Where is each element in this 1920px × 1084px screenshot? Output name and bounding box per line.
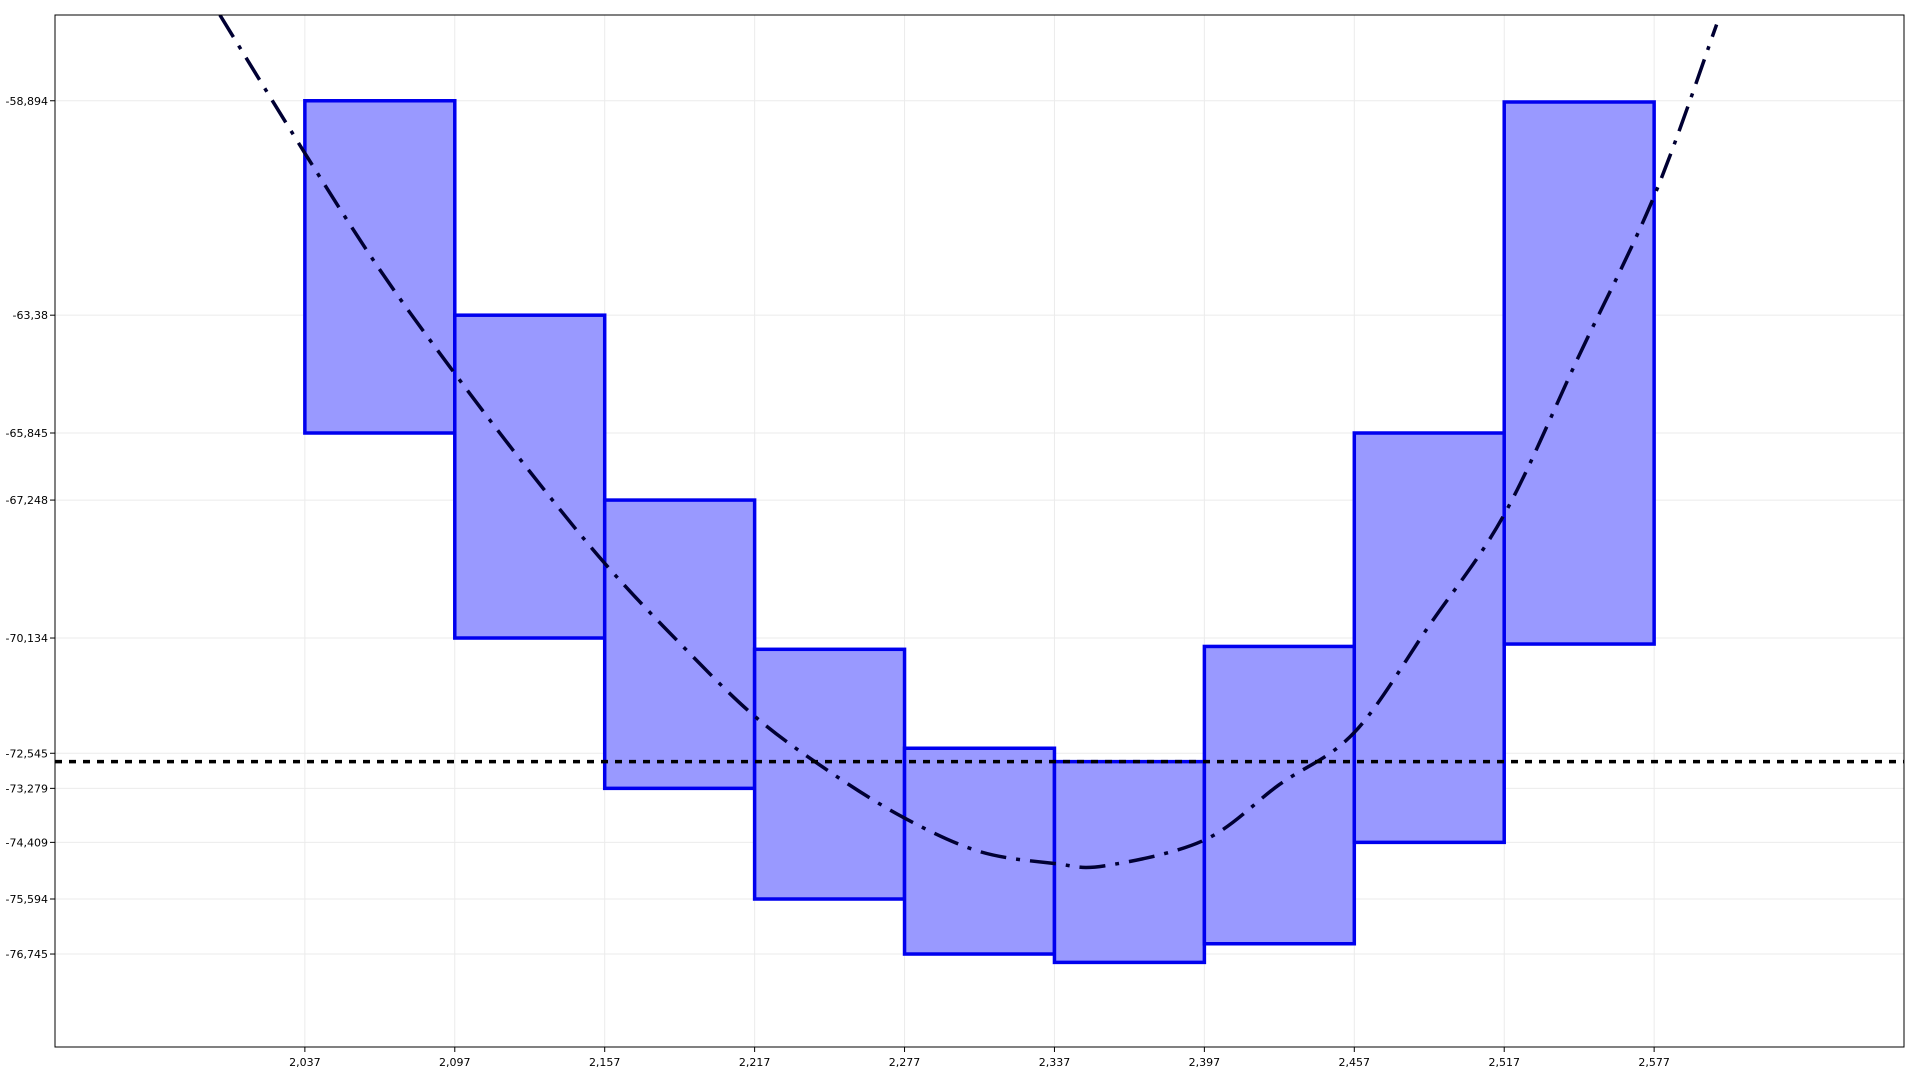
bar — [1502, 100, 1656, 646]
bar — [602, 498, 757, 791]
y-tick-label: -73,279 — [6, 782, 48, 795]
x-tick-label: 2,277 — [889, 1056, 921, 1069]
y-tick-label: -75,594 — [6, 893, 48, 906]
y-tick-label: -58,894 — [6, 95, 48, 108]
bar — [303, 99, 457, 435]
plot-area — [55, 15, 1904, 965]
y-tick-label: -63,38 — [13, 309, 48, 322]
x-tick-label: 2,037 — [289, 1056, 321, 1069]
bar — [1352, 431, 1506, 845]
y-tick-label: -70,134 — [6, 632, 48, 645]
plot-frame — [54, 14, 1905, 1048]
y-tick-label: -76,745 — [6, 948, 48, 961]
x-tick-label: 2,337 — [1039, 1056, 1071, 1069]
x-tick-label: 2,157 — [589, 1056, 621, 1069]
x-tick-label: 2,577 — [1638, 1056, 1670, 1069]
bar — [453, 313, 607, 640]
x-tick-label: 2,457 — [1339, 1056, 1371, 1069]
x-tick-label: 2,397 — [1189, 1056, 1221, 1069]
x-tick-label: 2,517 — [1488, 1056, 1520, 1069]
bar — [752, 647, 907, 901]
bar — [902, 746, 1057, 956]
bar — [1202, 644, 1357, 946]
y-tick-label: -67,248 — [6, 494, 48, 507]
y-tick-label: -74,409 — [6, 836, 48, 849]
fit-curve — [218, 15, 1719, 870]
x-tick-label: 2,217 — [739, 1056, 771, 1069]
y-tick-label: -65,845 — [6, 427, 48, 440]
x-tick-label: 2,097 — [439, 1056, 471, 1069]
y-tick-label: -72,545 — [6, 747, 48, 760]
